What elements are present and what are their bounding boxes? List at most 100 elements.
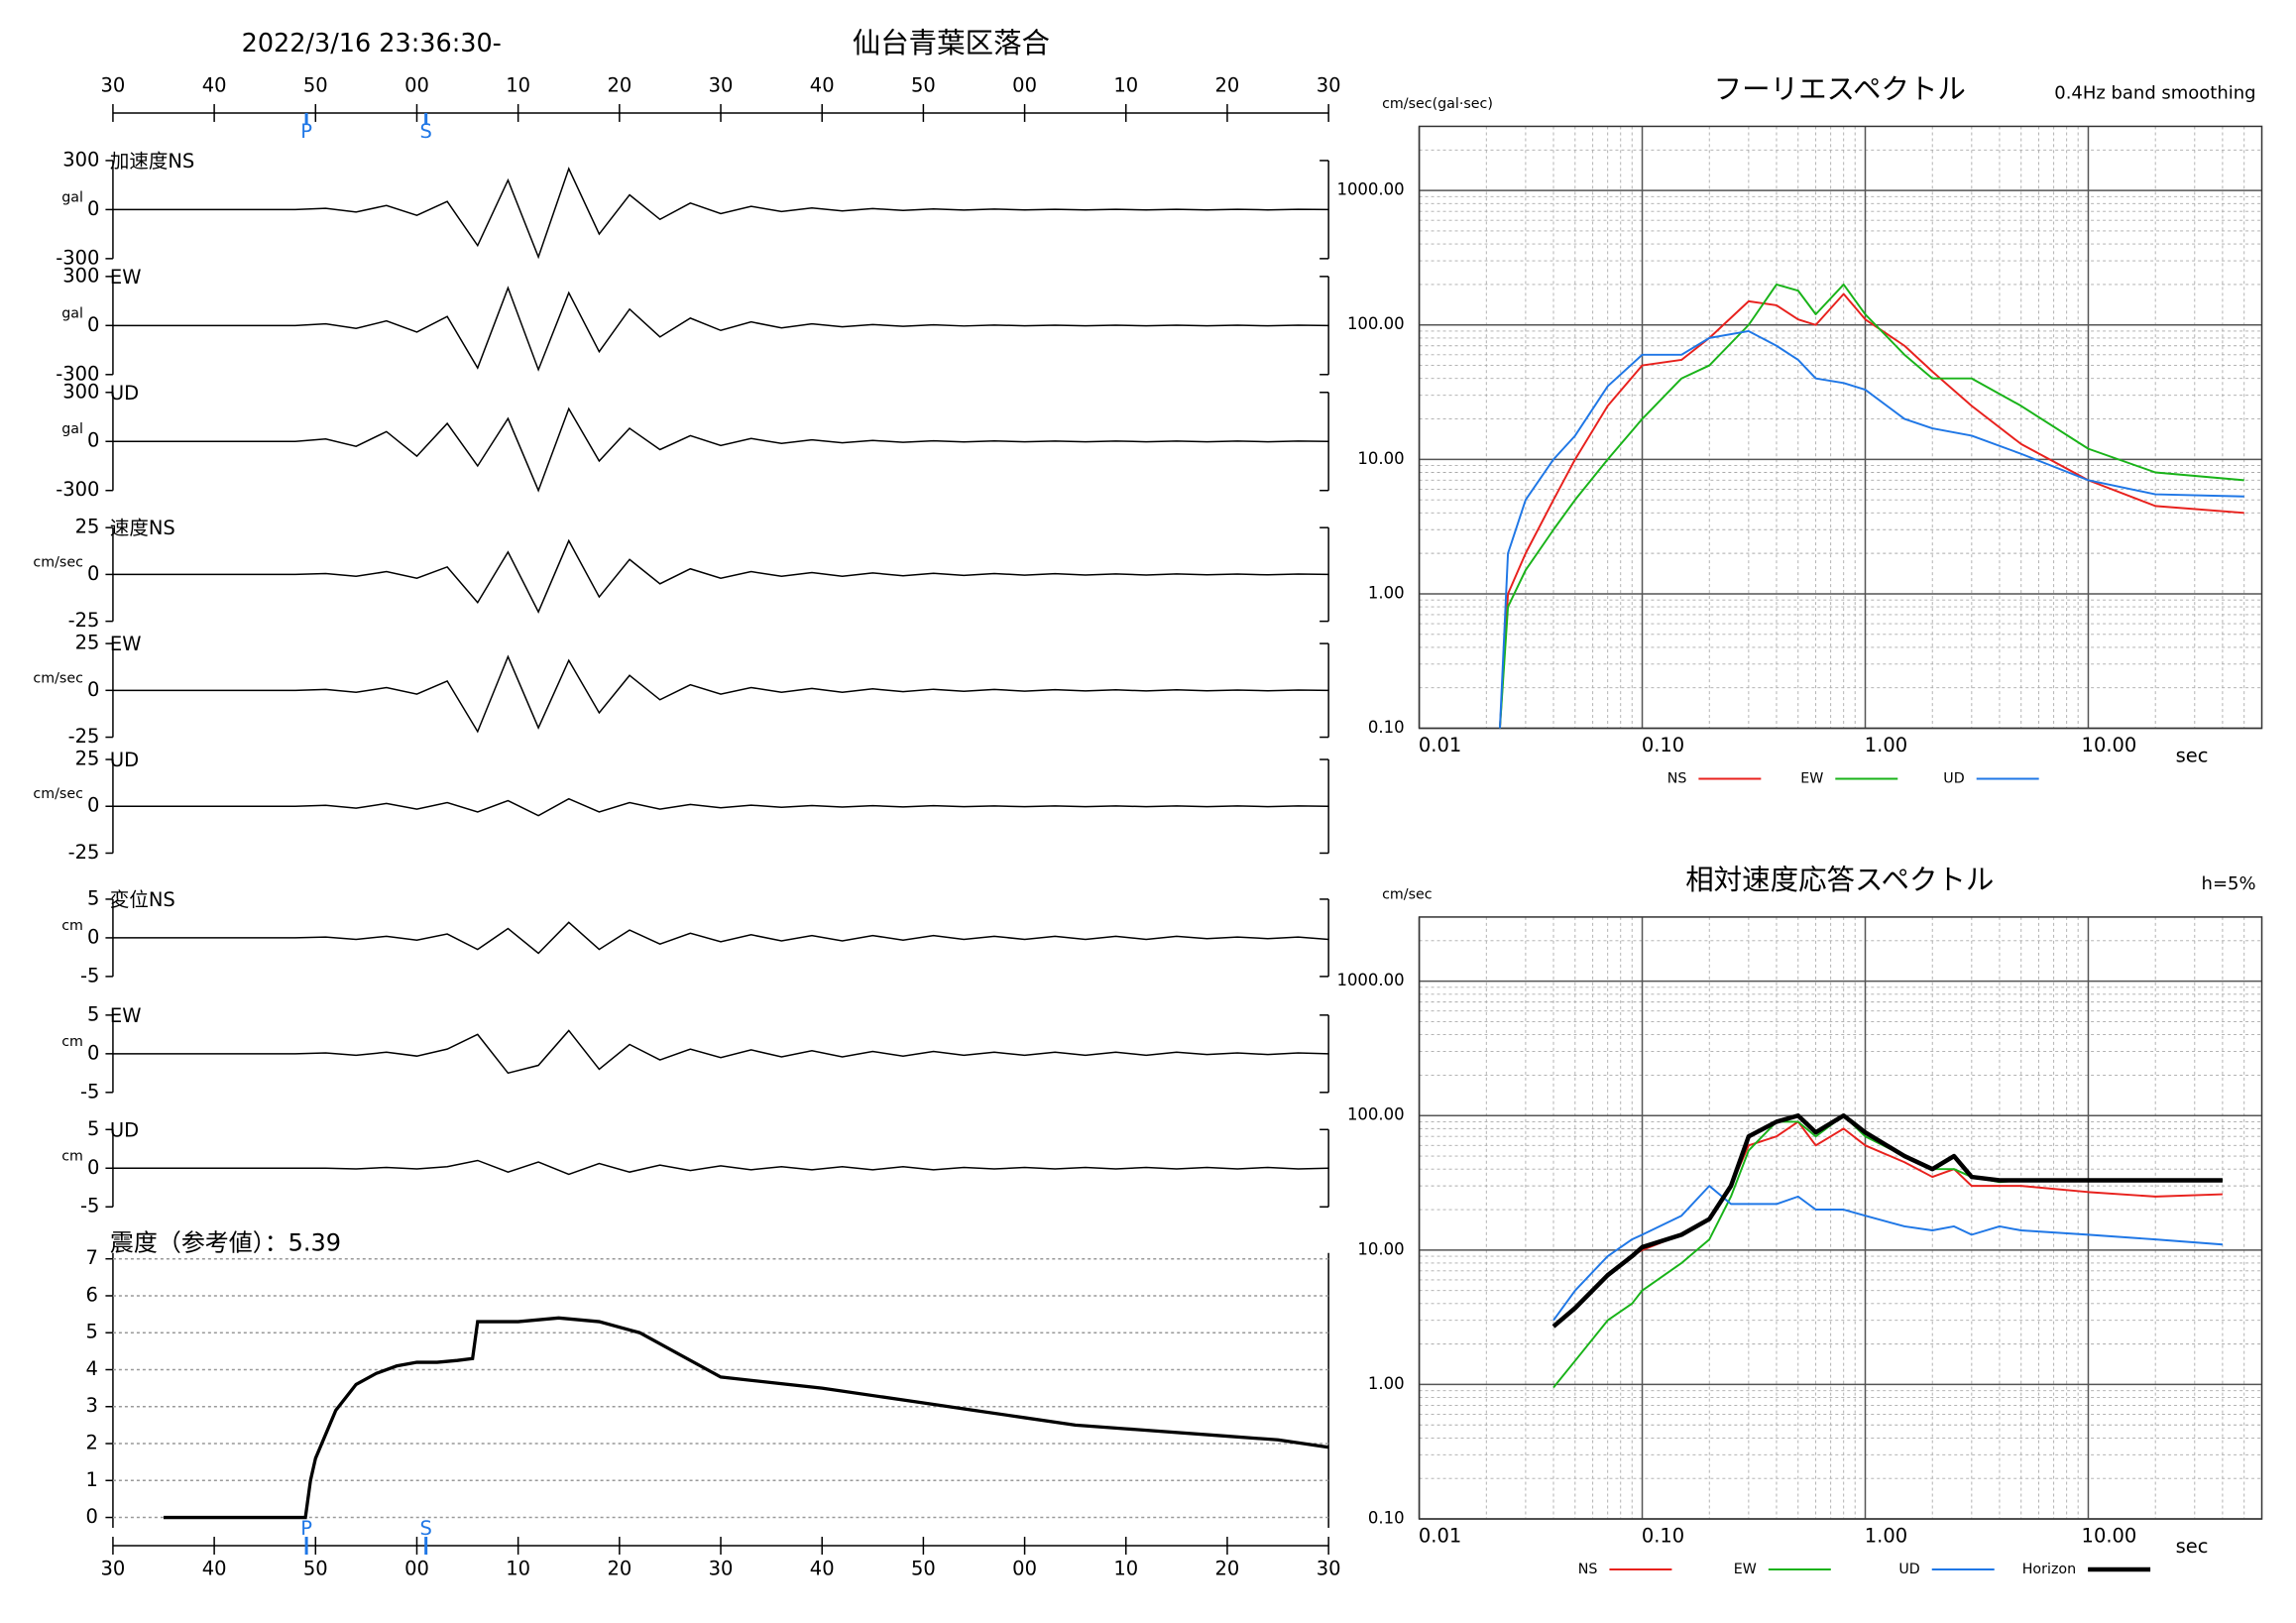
waveform	[112, 921, 1329, 955]
legend-label: UD	[1898, 1562, 1919, 1577]
intensity-line	[164, 1316, 1329, 1520]
panel-label: 変位NS	[110, 888, 175, 911]
y-tick-label: 0	[87, 1156, 99, 1179]
y-tick-label: 0	[87, 1041, 99, 1064]
y-tick-label: 0	[87, 429, 99, 452]
y-tick-label: 25	[75, 748, 100, 770]
intensity-title: 震度（参考値）：5.39	[110, 1229, 341, 1257]
legend-label: NS	[1578, 1562, 1598, 1577]
panel-label: UD	[110, 1118, 139, 1141]
y-tick-label: -5	[80, 1195, 99, 1217]
waveform	[112, 538, 1329, 614]
x-tick-label: 10	[506, 73, 530, 96]
x-tick-label: 40	[810, 1558, 835, 1580]
x-tick-label: 30	[1317, 1558, 1341, 1580]
x-tick-label: 10	[1113, 73, 1138, 96]
y-tick-label: -5	[80, 964, 99, 986]
plot-frame	[1418, 916, 2263, 1520]
x-tick-label: 10.00	[2082, 1525, 2137, 1548]
y-tick-label: 0	[86, 1505, 98, 1528]
y-tick-label: 5	[87, 1117, 99, 1140]
x-tick-label: 20	[607, 1558, 631, 1580]
x-tick-label: 40	[810, 73, 835, 96]
x-axis-label: sec	[2176, 745, 2209, 767]
x-tick-label: 40	[202, 1558, 227, 1580]
legend-label: EW	[1734, 1562, 1757, 1577]
x-tick-label: 00	[404, 1558, 429, 1580]
x-tick-label: 1.00	[1865, 1525, 1907, 1548]
y-tick-label: 0.10	[1368, 718, 1405, 737]
y-tick-label: 0.10	[1368, 1509, 1405, 1528]
station: 仙台青葉区落合	[853, 27, 1050, 59]
panel-label: 速度NS	[110, 517, 175, 539]
x-tick-label: 00	[1012, 1558, 1037, 1580]
y-tick-label: -25	[68, 841, 100, 864]
y-tick-label: 300	[62, 148, 99, 171]
x-tick-label: 00	[1012, 73, 1037, 96]
y-tick-label: 0	[87, 197, 99, 220]
waveform	[112, 797, 1329, 817]
y-tick-label: 1.00	[1368, 583, 1405, 602]
y-tick-label: 1000.00	[1336, 180, 1404, 199]
y-tick-label: -5	[80, 1080, 99, 1102]
unit-label: gal	[61, 305, 83, 321]
waveform	[112, 406, 1329, 493]
panel-label: UD	[110, 749, 139, 771]
y-axis-label: cm/sec(gal·sec)	[1382, 96, 1493, 112]
x-tick-label: 0.01	[1419, 734, 1461, 756]
x-tick-label: 0.10	[1642, 734, 1684, 756]
waveform	[112, 1159, 1329, 1176]
y-tick-label: 0	[87, 313, 99, 336]
chart-title: フーリエスペクトル	[1714, 72, 1966, 105]
x-tick-label: 00	[404, 73, 429, 96]
phase-label: P	[300, 1517, 312, 1540]
legend-label: UD	[1943, 771, 1964, 787]
x-tick-label: 0.01	[1419, 1525, 1461, 1548]
y-tick-label: 4	[86, 1357, 98, 1380]
x-tick-label: 50	[911, 1558, 936, 1580]
y-tick-label: 10.00	[1357, 449, 1404, 468]
y-tick-label: -300	[56, 362, 99, 385]
phase-label: P	[300, 120, 312, 143]
panel-label: UD	[110, 382, 139, 405]
y-tick-label: 25	[75, 632, 100, 654]
x-tick-label: 30	[709, 1558, 734, 1580]
plot-frame	[1418, 125, 2263, 730]
y-tick-label: 7	[86, 1246, 98, 1269]
x-tick-label: 0.10	[1642, 1525, 1684, 1548]
x-tick-label: 30	[101, 73, 126, 96]
waveform	[112, 654, 1329, 734]
x-tick-label: 1.00	[1865, 734, 1907, 756]
spectrum-line	[1498, 329, 2244, 729]
y-tick-label: 1.00	[1368, 1374, 1405, 1393]
x-tick-label: 10	[1113, 1558, 1138, 1580]
x-tick-label: 50	[303, 73, 328, 96]
phase-label: S	[419, 1517, 431, 1540]
x-tick-label: 10.00	[2082, 734, 2137, 756]
y-tick-label: 3	[86, 1394, 98, 1417]
legend-label: EW	[1800, 771, 1823, 787]
x-tick-label: 40	[202, 73, 227, 96]
y-tick-label: 2	[86, 1432, 98, 1454]
y-tick-label: -25	[68, 725, 100, 748]
y-tick-label: 25	[75, 516, 100, 538]
x-tick-label: 20	[607, 73, 631, 96]
y-tick-label: 5	[87, 886, 99, 909]
unit-label: cm	[61, 1148, 83, 1164]
y-tick-label: 0	[87, 562, 99, 585]
y-tick-label: 100.00	[1347, 314, 1405, 333]
y-tick-label: 6	[86, 1283, 98, 1306]
waveform	[112, 286, 1329, 372]
y-tick-label: 5	[86, 1321, 98, 1343]
phase-label: S	[419, 120, 431, 143]
y-tick-label: 300	[62, 264, 99, 287]
y-tick-label: 5	[87, 1002, 99, 1025]
y-tick-label: 100.00	[1347, 1105, 1405, 1124]
x-tick-label: 10	[506, 1558, 530, 1580]
panel-label: EW	[110, 266, 142, 289]
y-tick-label: -300	[56, 478, 99, 501]
spectrum-line	[1498, 292, 2244, 729]
x-tick-label: 30	[101, 1558, 126, 1580]
unit-label: cm/sec	[33, 786, 83, 802]
unit-label: gal	[61, 189, 83, 205]
